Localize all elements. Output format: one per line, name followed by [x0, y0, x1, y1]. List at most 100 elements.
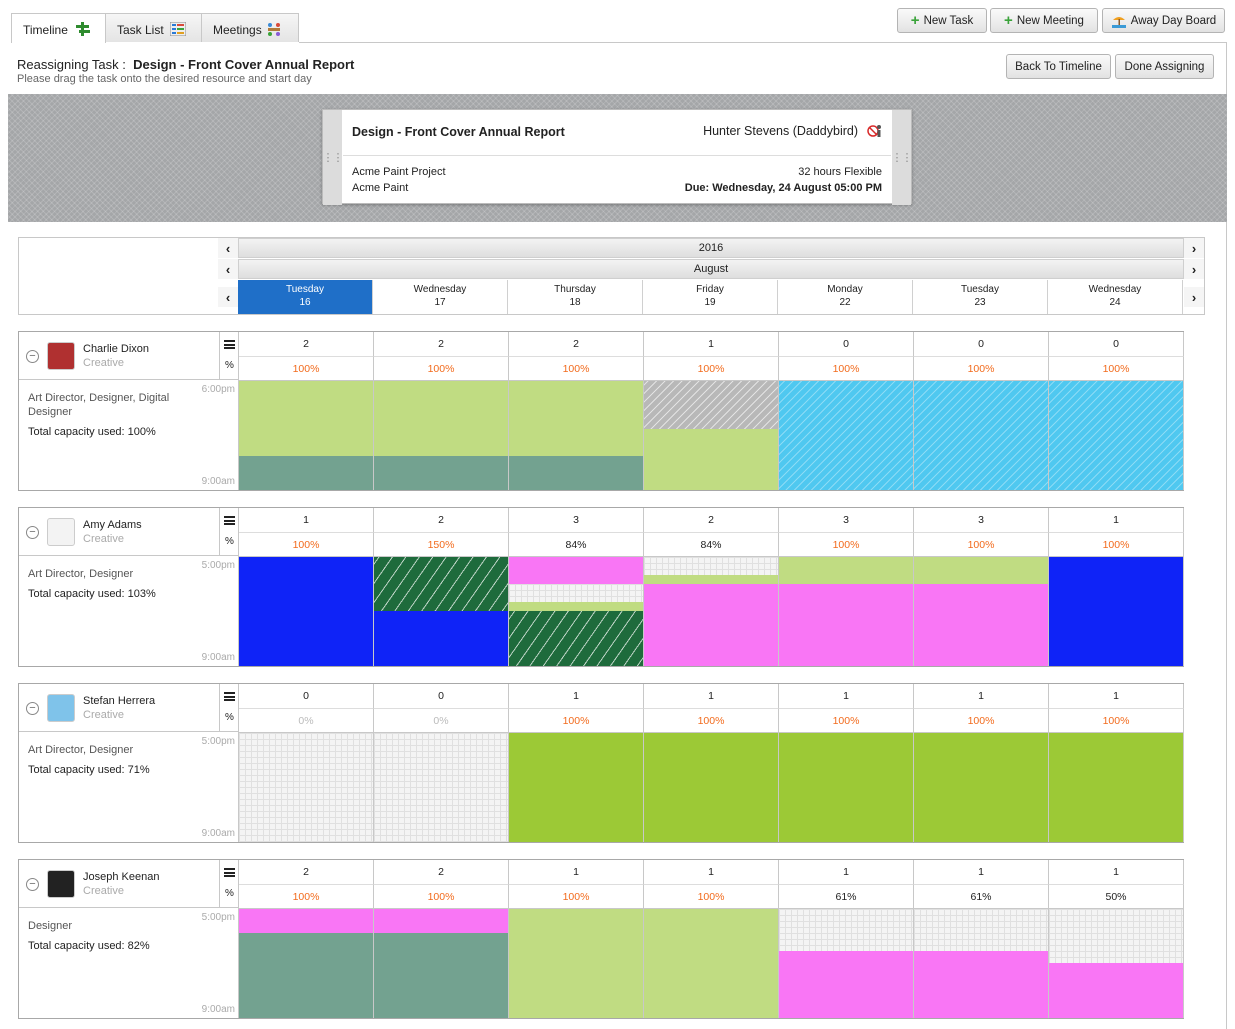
- day-schedule-cell[interactable]: [914, 381, 1049, 490]
- task-block[interactable]: [914, 733, 1048, 842]
- menu-icon[interactable]: [224, 692, 235, 701]
- day-schedule-cell[interactable]: [1049, 733, 1184, 842]
- day-schedule-cell[interactable]: [914, 909, 1049, 1018]
- resource-menu[interactable]: %: [219, 508, 239, 556]
- menu-icon[interactable]: [224, 516, 235, 525]
- task-block[interactable]: [644, 584, 778, 666]
- day-header[interactable]: Tuesday 23: [913, 280, 1048, 314]
- day-schedule-cell[interactable]: [374, 557, 509, 666]
- task-block[interactable]: [914, 951, 1048, 1018]
- next-week-arrow[interactable]: ›: [1184, 287, 1204, 307]
- resource-row[interactable]: − Stefan Herrera Creative% Art Director, De…: [18, 683, 1184, 843]
- task-block[interactable]: [239, 733, 373, 842]
- task-block[interactable]: [1049, 909, 1183, 963]
- tab-timeline[interactable]: Timeline: [11, 13, 106, 43]
- day-schedule-cell[interactable]: [914, 557, 1049, 666]
- task-block[interactable]: [914, 557, 1048, 584]
- task-block[interactable]: [644, 733, 778, 842]
- day-header[interactable]: Friday 19: [643, 280, 778, 314]
- resource-menu[interactable]: %: [219, 684, 239, 732]
- task-block[interactable]: [239, 933, 373, 1018]
- day-header[interactable]: Wednesday 24: [1048, 280, 1183, 314]
- task-block[interactable]: [239, 557, 373, 666]
- task-block[interactable]: [239, 909, 373, 933]
- task-block[interactable]: [509, 909, 643, 1018]
- task-block[interactable]: [239, 456, 373, 490]
- drag-handle-right[interactable]: ⋮⋮: [892, 110, 913, 205]
- day-schedule-cell[interactable]: [509, 381, 644, 490]
- done-assigning-button[interactable]: Done Assigning: [1115, 54, 1214, 79]
- task-block[interactable]: [374, 733, 508, 842]
- collapse-icon[interactable]: −: [26, 526, 39, 539]
- task-block[interactable]: [509, 557, 643, 584]
- day-schedule-cell[interactable]: [1049, 381, 1184, 490]
- task-block[interactable]: [374, 611, 508, 666]
- day-schedule-cell[interactable]: [374, 381, 509, 490]
- day-schedule-cell[interactable]: [239, 733, 374, 842]
- day-schedule-cell[interactable]: [374, 733, 509, 842]
- day-schedule-cell[interactable]: [239, 909, 374, 1018]
- task-block[interactable]: [374, 456, 508, 490]
- day-schedule-cell[interactable]: [779, 733, 914, 842]
- day-header[interactable]: Monday 22: [778, 280, 913, 314]
- task-block[interactable]: [509, 733, 643, 842]
- next-year-arrow[interactable]: ›: [1184, 238, 1204, 258]
- task-block[interactable]: [374, 909, 508, 933]
- day-schedule-cell[interactable]: [509, 909, 644, 1018]
- new-meeting-button[interactable]: + New Meeting: [990, 8, 1098, 33]
- day-schedule-cell[interactable]: [644, 733, 779, 842]
- task-block[interactable]: [644, 429, 778, 490]
- day-schedule-cell[interactable]: [644, 909, 779, 1018]
- collapse-icon[interactable]: −: [26, 878, 39, 891]
- menu-icon[interactable]: [224, 868, 235, 877]
- task-block[interactable]: [1049, 733, 1183, 842]
- day-schedule-cell[interactable]: [644, 381, 779, 490]
- day-schedule-cell[interactable]: [779, 909, 914, 1018]
- collapse-icon[interactable]: −: [26, 350, 39, 363]
- task-block[interactable]: [509, 456, 643, 490]
- drag-handle-left[interactable]: ⋮⋮: [323, 110, 344, 205]
- resource-menu[interactable]: %: [219, 332, 239, 380]
- away-day-board-button[interactable]: Away Day Board: [1102, 8, 1225, 33]
- task-block[interactable]: [1049, 381, 1183, 490]
- task-block[interactable]: [914, 584, 1048, 666]
- task-block[interactable]: [779, 557, 913, 584]
- tab-meetings[interactable]: Meetings: [201, 13, 299, 42]
- task-block[interactable]: [914, 381, 1048, 490]
- task-block[interactable]: [374, 381, 508, 456]
- prev-week-arrow[interactable]: ‹: [218, 287, 238, 307]
- task-block[interactable]: [644, 575, 778, 584]
- task-block[interactable]: [779, 909, 913, 951]
- resource-row[interactable]: − Amy Adams Creative% Art Director, Designe…: [18, 507, 1184, 667]
- new-task-button[interactable]: + New Task: [897, 8, 987, 33]
- day-schedule-cell[interactable]: [914, 733, 1049, 842]
- next-month-arrow[interactable]: ›: [1184, 259, 1204, 279]
- day-schedule-cell[interactable]: [374, 909, 509, 1018]
- task-block[interactable]: [779, 951, 913, 1018]
- task-block[interactable]: [374, 557, 508, 611]
- day-schedule-cell[interactable]: [1049, 909, 1184, 1018]
- day-header[interactable]: Tuesday 16: [238, 280, 373, 314]
- day-schedule-cell[interactable]: [239, 381, 374, 490]
- task-block[interactable]: [914, 909, 1048, 951]
- task-block[interactable]: [509, 602, 643, 611]
- day-schedule-cell[interactable]: [779, 381, 914, 490]
- prev-year-arrow[interactable]: ‹: [218, 238, 238, 258]
- day-schedule-cell[interactable]: [779, 557, 914, 666]
- resource-row[interactable]: − Joseph Keenan Creative% Designer Total cap…: [18, 859, 1184, 1019]
- task-block[interactable]: [644, 909, 778, 1018]
- task-block[interactable]: [1049, 963, 1183, 1018]
- day-header[interactable]: Wednesday 17: [373, 280, 508, 314]
- back-to-timeline-button[interactable]: Back To Timeline: [1006, 54, 1111, 79]
- unassign-icon[interactable]: [867, 123, 883, 139]
- day-schedule-cell[interactable]: [509, 557, 644, 666]
- task-block[interactable]: [644, 557, 778, 575]
- task-block[interactable]: [1049, 557, 1183, 666]
- day-schedule-cell[interactable]: [644, 557, 779, 666]
- prev-month-arrow[interactable]: ‹: [218, 259, 238, 279]
- tab-task-list[interactable]: Task List: [105, 13, 202, 42]
- task-block[interactable]: [509, 381, 643, 456]
- resource-menu[interactable]: %: [219, 860, 239, 908]
- day-header[interactable]: Thursday 18: [508, 280, 643, 314]
- task-block[interactable]: [509, 584, 643, 602]
